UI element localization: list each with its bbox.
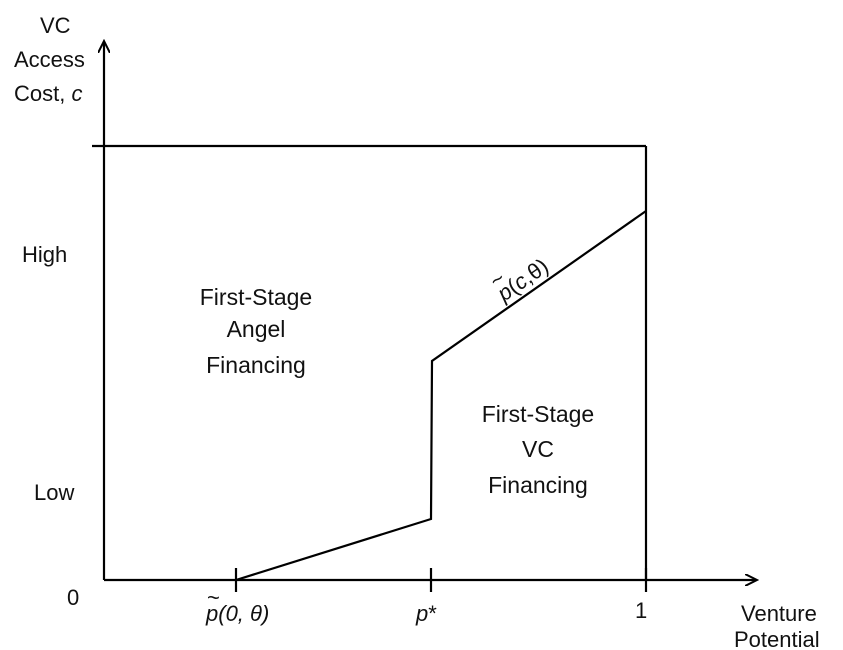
vc-region-line2: VC xyxy=(522,436,554,462)
y-tick-high: High xyxy=(22,242,67,267)
vc-region-line3: Financing xyxy=(488,472,588,498)
y-tick-zero: 0 xyxy=(67,585,79,610)
threshold-curve xyxy=(235,210,647,582)
x-tick-label-one: 1 xyxy=(635,598,647,623)
angel-region-line1: First-Stage xyxy=(200,284,312,310)
curve-label: p(c,θ) ~ xyxy=(485,253,553,306)
y-axis-title-line3: Cost, c xyxy=(14,81,82,106)
y-tick-low: Low xyxy=(34,480,74,505)
x-tick-label-p0: p(0, θ) xyxy=(205,601,269,626)
angel-region-line3: Financing xyxy=(206,352,306,378)
x-axis-title-line1: Venture xyxy=(741,601,817,626)
x-tick-label-p0-tilde: ~ xyxy=(207,585,220,610)
y-axis-title-line1: VC xyxy=(40,13,71,38)
angel-region-line2: Angel xyxy=(227,316,286,342)
y-axis-title-line2: Access xyxy=(14,47,85,72)
x-tick-label-pstar: p* xyxy=(415,601,437,626)
x-axis-title-line2: Potential xyxy=(734,627,820,650)
vc-region-line1: First-Stage xyxy=(482,401,594,427)
